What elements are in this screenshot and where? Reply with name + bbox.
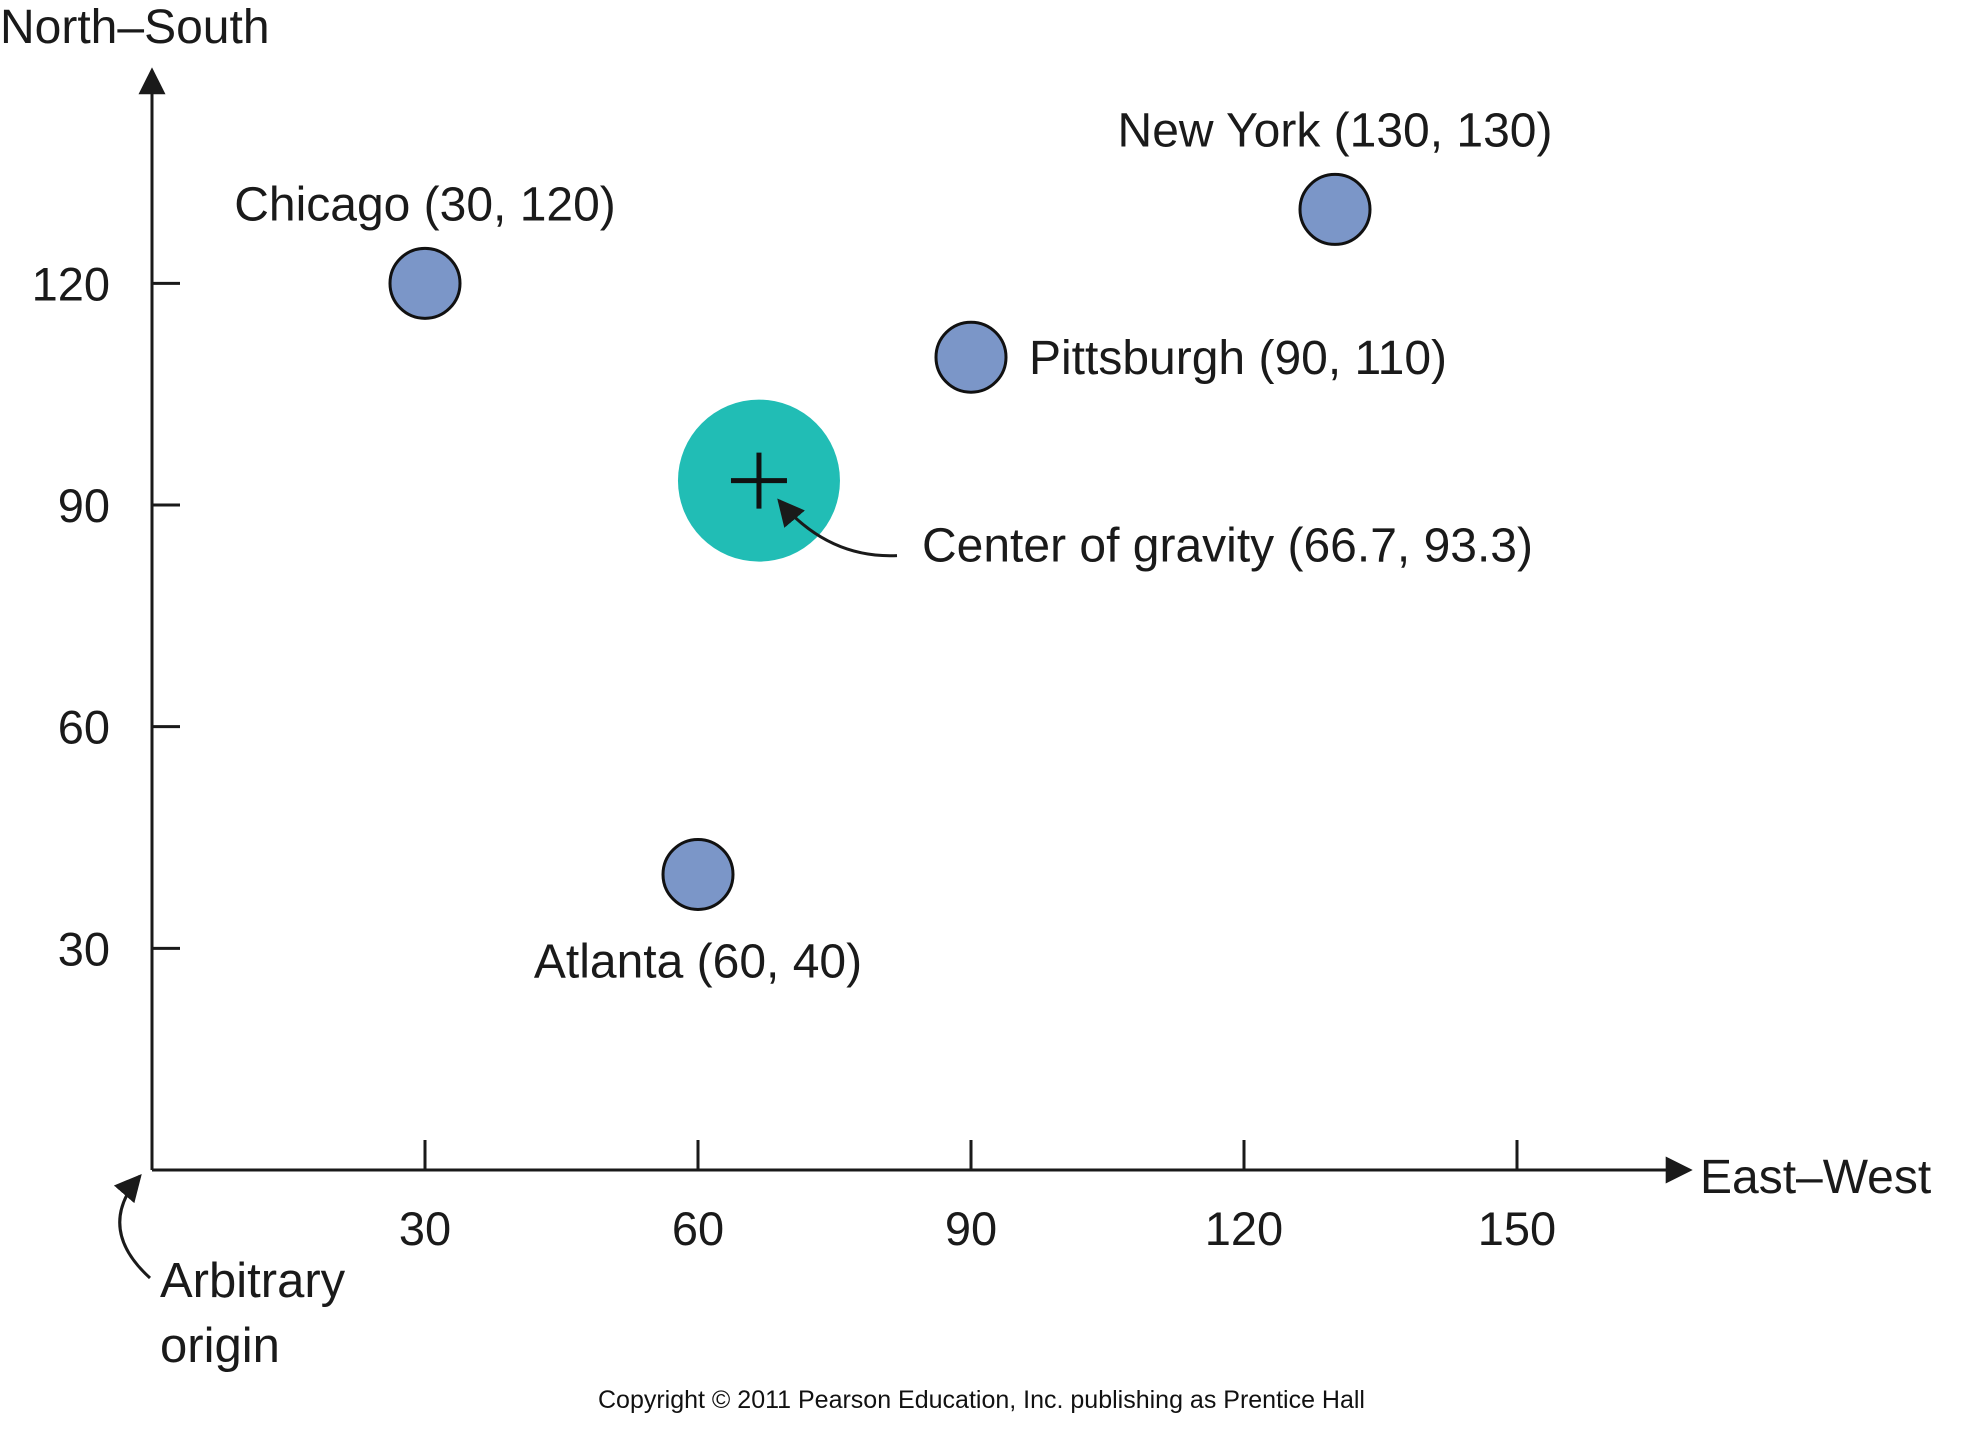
point-atlanta <box>661 837 735 911</box>
origin-note-arrow <box>113 1173 152 1280</box>
point-chicago <box>388 246 462 320</box>
axes <box>138 67 1693 1184</box>
copyright-footer: Copyright © 2011 Pearson Education, Inc.… <box>597 1386 1365 1414</box>
point-label-atlanta: Atlanta (60, 40) <box>534 935 862 988</box>
annotations: Center of gravity (66.7, 93.3) <box>113 498 1533 1280</box>
origin-note-line1: Arbitrary <box>160 1254 346 1308</box>
point-new-york <box>1298 172 1372 246</box>
x-axis-title: East–West <box>1700 1151 1931 1204</box>
x-tick-label-150: 150 <box>1478 1202 1556 1255</box>
point-label-pittsburgh: Pittsburgh (90, 110) <box>1029 332 1447 385</box>
origin-note-line2: origin <box>160 1319 280 1373</box>
point-label-chicago: Chicago (30, 120) <box>234 178 616 231</box>
y-tick-label-30: 30 <box>58 922 110 975</box>
y-tick-label-90: 90 <box>58 479 110 532</box>
center-of-gravity-label: Center of gravity (66.7, 93.3) <box>922 520 1533 573</box>
y-tick-label-60: 60 <box>58 701 110 754</box>
y-tick-label-120: 120 <box>32 257 110 310</box>
point-label-new-york: New York (130, 130) <box>1118 104 1553 157</box>
x-tick-label-30: 30 <box>399 1202 451 1255</box>
x-tick-label-120: 120 <box>1205 1202 1283 1255</box>
x-tick-label-90: 90 <box>945 1202 997 1255</box>
center-of-gravity-leader-arrow <box>777 498 898 558</box>
point-pittsburgh <box>934 320 1008 394</box>
ticks: 30 60 90 120 150 30 60 90 120 <box>32 257 1557 1255</box>
x-tick-label-60: 60 <box>672 1202 724 1255</box>
y-axis-title: North–South <box>0 1 270 54</box>
